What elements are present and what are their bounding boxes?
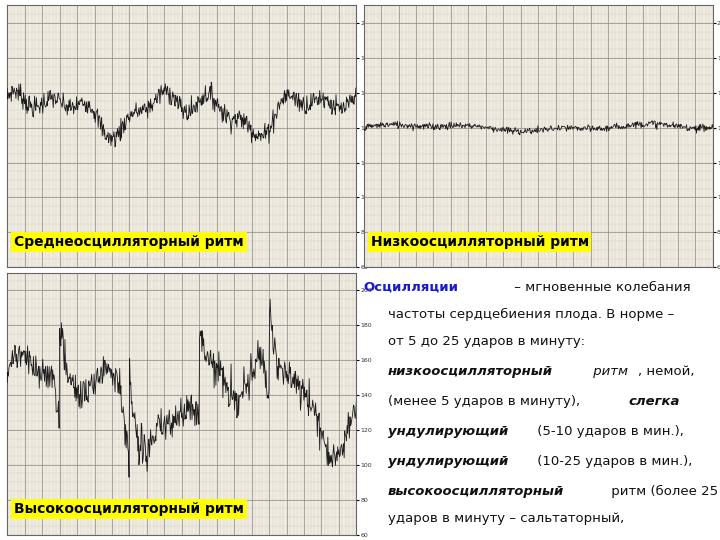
Text: слегка: слегка: [629, 395, 680, 408]
Text: Осцилляции: Осцилляции: [364, 281, 459, 294]
Text: (менее 5 ударов в минуту),: (менее 5 ударов в минуту),: [388, 395, 585, 408]
Text: (5-10 ударов в мин.),: (5-10 ударов в мин.),: [533, 425, 684, 438]
Text: (10-25 ударов в мин.),: (10-25 ударов в мин.),: [533, 455, 693, 468]
Text: высокоосцилляторный: высокоосцилляторный: [388, 485, 564, 498]
Text: ундулирующий: ундулирующий: [388, 455, 508, 468]
Text: от 5 до 25 ударов в минуту:: от 5 до 25 ударов в минуту:: [388, 335, 585, 348]
Text: ундулирующий: ундулирующий: [388, 425, 508, 438]
Text: ритм (более 25: ритм (более 25: [608, 485, 719, 498]
Text: Среднеосцилляторный ритм: Среднеосцилляторный ритм: [14, 235, 244, 249]
Text: ритм: ритм: [589, 365, 628, 378]
Text: частоты сердцебиения плода. В норме –: частоты сердцебиения плода. В норме –: [388, 308, 675, 321]
Text: низкоосцилляторный: низкоосцилляторный: [388, 365, 553, 378]
Text: , немой,: , немой,: [638, 365, 694, 378]
Text: ударов в минуту – сальтаторный,: ударов в минуту – сальтаторный,: [388, 512, 624, 525]
Text: Высокоосцилляторный ритм: Высокоосцилляторный ритм: [14, 502, 244, 516]
Text: – мгновенные колебания: – мгновенные колебания: [510, 281, 691, 294]
Text: Низкоосцилляторный ритм: Низкоосцилляторный ритм: [371, 235, 589, 249]
